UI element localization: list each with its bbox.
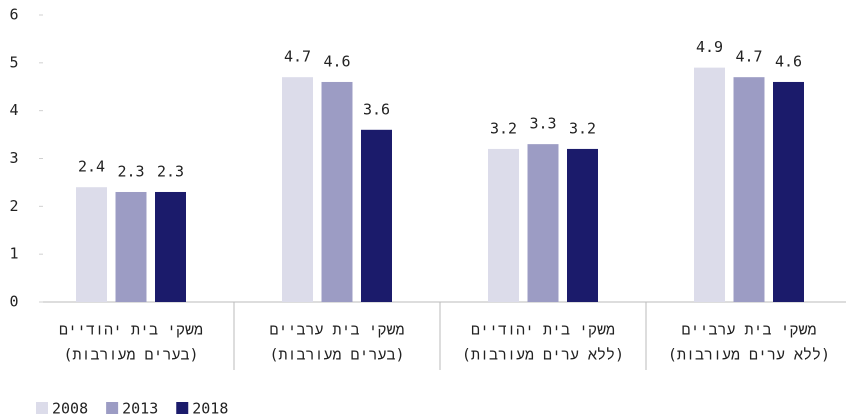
- bar: [76, 187, 107, 302]
- bar: [694, 67, 725, 302]
- value-label: 3.3: [529, 115, 556, 133]
- y-tick-label: 1: [9, 245, 18, 263]
- x-tick-label: (בערים מעורבות): [63, 346, 198, 364]
- value-label: 2.3: [117, 162, 144, 180]
- bar: [321, 81, 353, 302]
- x-tick-label: משקי בית ערביים: [681, 321, 816, 339]
- value-label: 3.2: [569, 119, 596, 137]
- bar: [282, 77, 313, 302]
- bar: [488, 148, 519, 302]
- x-tick-label: משקי בית יהודיים: [471, 321, 615, 339]
- bar: [527, 144, 559, 302]
- legend-label: 2013: [122, 400, 158, 417]
- value-label: 4.7: [735, 48, 762, 66]
- legend-swatch: [176, 402, 189, 414]
- bar: [115, 191, 147, 302]
- bar: [773, 81, 804, 302]
- bar: [155, 191, 186, 302]
- legend-label: 2008: [52, 400, 88, 417]
- value-label: 2.4: [78, 158, 105, 176]
- y-tick-label: 0: [9, 293, 18, 311]
- legend-swatch: [106, 402, 119, 414]
- x-tick-label: (ללא ערים מעורבות): [668, 346, 830, 364]
- legend-label: 2018: [192, 400, 228, 417]
- legend-swatch: [36, 402, 48, 414]
- y-tick-label: 3: [9, 149, 18, 167]
- y-tick-label: 5: [9, 53, 18, 71]
- bar: [733, 77, 765, 302]
- y-tick-label: 4: [9, 101, 18, 119]
- value-label: 2.3: [157, 162, 184, 180]
- value-label: 4.9: [696, 38, 723, 56]
- value-label: 4.7: [284, 48, 311, 66]
- bar: [567, 148, 598, 302]
- bar: [361, 129, 392, 302]
- value-label: 3.6: [363, 100, 390, 118]
- y-tick-label: 6: [9, 6, 18, 24]
- value-label: 3.2: [490, 119, 517, 137]
- x-tick-label: (בערים מעורבות): [269, 346, 404, 364]
- value-label: 4.6: [323, 52, 350, 70]
- x-tick-label: (ללא ערים מעורבות): [462, 346, 624, 364]
- value-label: 4.6: [775, 52, 802, 70]
- y-tick-label: 2: [9, 197, 18, 215]
- x-tick-label: משקי בית יהודיים: [59, 321, 203, 339]
- x-tick-label: משקי בית ערביים: [269, 321, 404, 339]
